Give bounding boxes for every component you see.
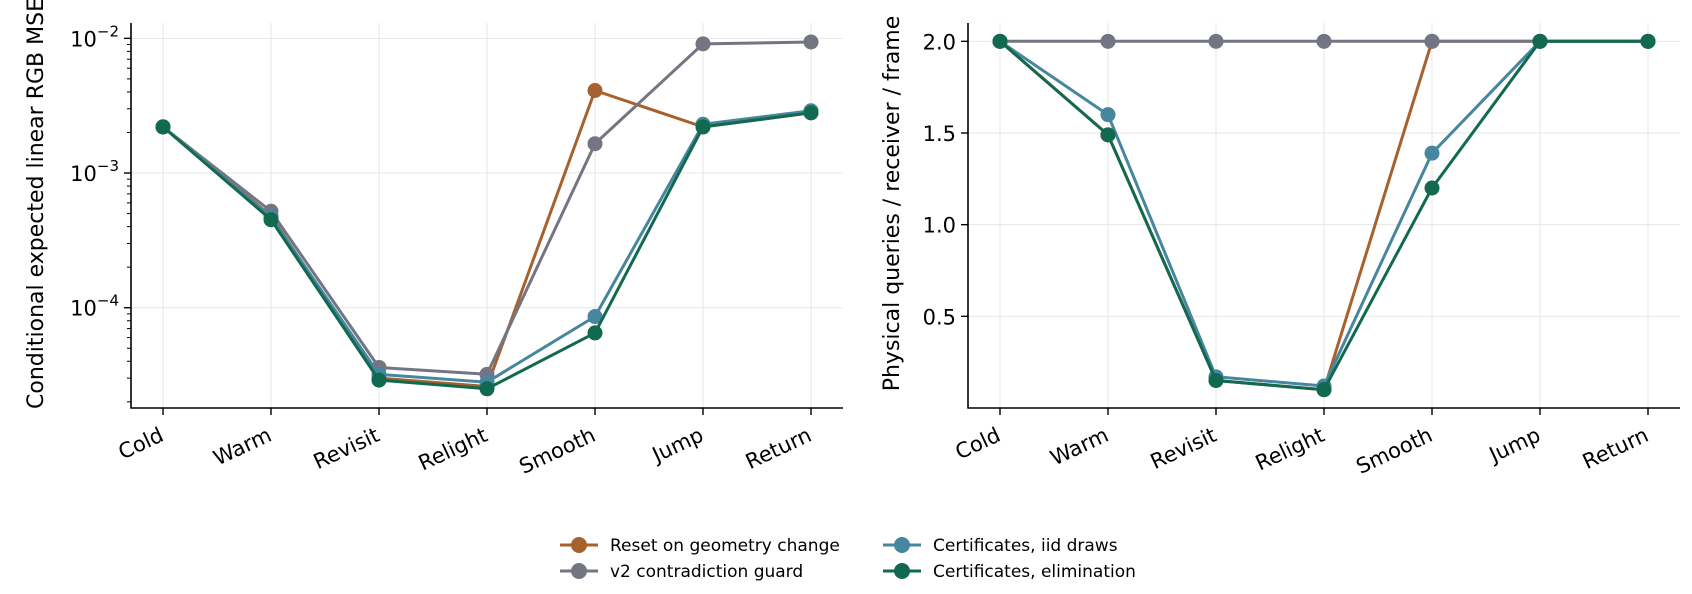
data-point — [155, 119, 171, 135]
legend-marker — [571, 563, 587, 579]
legend-marker — [894, 563, 910, 579]
data-point — [587, 325, 603, 341]
y-tick-label: 10−3 — [70, 157, 119, 186]
legend-label: Reset on geometry change — [610, 536, 840, 556]
data-point — [263, 212, 279, 228]
x-tick-label: Revisit — [1147, 423, 1220, 474]
data-point — [587, 82, 603, 98]
legend-label: v2 contradiction guard — [610, 562, 803, 582]
y-tick-label: 10−4 — [70, 292, 119, 321]
data-point — [1208, 373, 1224, 388]
y-axis-label: Conditional expected linear RGB MSE — [24, 0, 49, 409]
x-tick-label: Jump — [647, 423, 707, 468]
y-tick-exponent: −4 — [97, 292, 119, 310]
data-point — [992, 33, 1008, 49]
data-point — [1424, 180, 1440, 196]
data-point — [695, 36, 711, 52]
x-tick-label: Smooth — [1353, 423, 1437, 479]
x-tick-label: Return — [1579, 423, 1652, 474]
data-point — [1424, 145, 1440, 161]
x-tick-label: Relight — [1252, 423, 1328, 476]
y-tick-base: 10 — [70, 297, 97, 321]
x-tick-label: Warm — [1047, 423, 1112, 471]
y-tick-exponent: −2 — [97, 22, 119, 40]
data-point — [1316, 382, 1332, 398]
x-tick-label: Warm — [210, 423, 275, 471]
data-point — [695, 119, 711, 135]
y-tick-label: 10−2 — [70, 22, 119, 51]
legend-label: Certificates, elimination — [933, 562, 1136, 582]
legend-label: Certificates, iid draws — [933, 536, 1118, 556]
y-tick-base: 10 — [70, 162, 97, 186]
data-point — [1316, 33, 1332, 49]
y-tick-base: 10 — [70, 27, 97, 51]
data-point — [1208, 33, 1224, 49]
data-point — [803, 34, 819, 50]
data-point — [371, 372, 387, 388]
data-point — [1100, 33, 1116, 49]
x-tick-label: Cold — [952, 423, 1004, 464]
legend-marker — [894, 537, 910, 553]
data-point — [1100, 127, 1116, 143]
x-tick-label: Smooth — [516, 423, 600, 479]
y-tick-exponent: −3 — [97, 157, 119, 175]
x-tick-label: Relight — [415, 423, 491, 476]
x-tick-label: Jump — [1484, 423, 1544, 468]
data-point — [1100, 107, 1116, 123]
data-point — [1640, 33, 1656, 49]
y-tick-label: 0.5 — [923, 305, 956, 329]
y-axis-label: Physical queries / receiver / frame — [880, 16, 905, 392]
y-tick-label: 1.0 — [923, 214, 956, 238]
x-tick-label: Return — [742, 423, 815, 474]
data-point — [1424, 33, 1440, 49]
data-point — [587, 309, 603, 325]
legend: Reset on geometry change v2 contradiction… — [560, 536, 1136, 582]
y-tick-label: 2.0 — [923, 30, 956, 54]
x-tick-label: Revisit — [310, 423, 383, 474]
data-point — [479, 381, 495, 397]
right-chart-panel: 0.5 1.0 1.5 2.0 Cold Warm Revisit Relight Smooth… — [880, 16, 1680, 479]
data-point — [587, 136, 603, 152]
legend-marker — [571, 537, 587, 553]
data-point — [803, 105, 819, 121]
y-tick-label: 1.5 — [923, 122, 956, 146]
x-tick-label: Cold — [115, 423, 167, 464]
data-point — [1532, 33, 1548, 49]
